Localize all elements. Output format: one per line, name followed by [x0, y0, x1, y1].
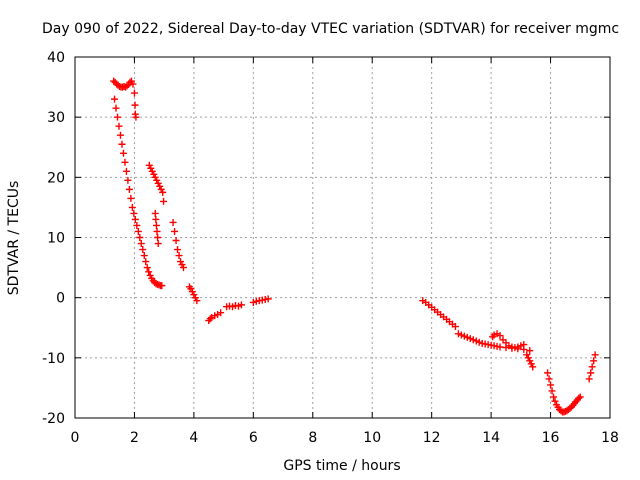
data-point: [154, 240, 162, 248]
data-point: [145, 268, 153, 276]
data-point: [217, 309, 225, 317]
y-tick-label: 40: [47, 50, 65, 66]
data-point: [576, 393, 584, 401]
data-point: [140, 252, 148, 260]
data-point: [171, 227, 179, 235]
data-point: [115, 122, 123, 130]
x-tick-label: 16: [542, 430, 560, 446]
y-axis-label: SDTVAR / TECUs: [6, 181, 22, 296]
y-tick-label: -20: [42, 411, 65, 427]
data-point: [137, 240, 145, 248]
data-point: [158, 282, 166, 290]
y-tick-label: -10: [42, 351, 65, 367]
data-point: [129, 80, 137, 88]
data-point: [124, 176, 132, 184]
data-point: [118, 140, 126, 148]
data-point: [508, 344, 516, 352]
data-point: [585, 375, 593, 383]
x-tick-label: 14: [482, 430, 500, 446]
data-point: [130, 89, 138, 97]
x-tick-label: 12: [423, 430, 441, 446]
data-point: [545, 375, 553, 383]
data-point: [529, 363, 537, 371]
data-point: [154, 234, 162, 241]
data-point: [142, 258, 150, 266]
data-point: [587, 369, 595, 377]
data-point: [153, 227, 161, 235]
tick-layer: [74, 56, 611, 419]
data-point: [127, 194, 135, 202]
data-point: [123, 82, 131, 90]
data-point: [544, 369, 552, 377]
data-point: [575, 394, 583, 402]
data-point: [451, 323, 459, 331]
data-point: [591, 351, 599, 359]
data-point: [264, 295, 272, 303]
y-tick-labels: -20 -10 0 10 20 30 40: [42, 50, 65, 427]
y-tick-label: 20: [47, 170, 65, 186]
data-point: [520, 345, 528, 353]
x-tick-label: 8: [308, 430, 317, 446]
data-point: [193, 297, 201, 305]
x-tick-label: 4: [189, 430, 198, 446]
data-point: [496, 332, 504, 340]
data-point: [588, 363, 596, 371]
x-tick-label: 2: [130, 430, 139, 446]
x-tick-label: 6: [249, 430, 258, 446]
data-point: [502, 344, 510, 352]
data-point: [160, 197, 168, 205]
data-point: [131, 215, 139, 223]
y-tick-label: 10: [47, 231, 65, 247]
data-point: [526, 347, 534, 355]
data-point: [496, 343, 504, 351]
data-point: [590, 357, 598, 365]
data-point: [172, 237, 180, 245]
grid-layer: [75, 57, 610, 418]
data-point: [548, 387, 556, 395]
data-point: [151, 209, 159, 217]
data-point: [143, 264, 151, 272]
data-point: [159, 188, 167, 196]
data-point: [112, 104, 120, 112]
data-point: [134, 227, 142, 235]
data-point: [174, 246, 182, 254]
data-point: [514, 345, 522, 353]
data-point: [114, 113, 122, 121]
data-point: [122, 167, 130, 175]
data-point: [132, 113, 140, 121]
x-tick-label: 0: [71, 430, 80, 446]
data-point: [131, 101, 139, 109]
data-point: [547, 381, 555, 389]
data-point: [111, 95, 119, 103]
data-point: [152, 221, 160, 229]
data-point: [169, 218, 177, 226]
data-point: [179, 264, 187, 272]
data-point: [152, 215, 160, 223]
data-point: [175, 252, 183, 260]
data-point: [121, 158, 129, 166]
x-axis-label: GPS time / hours: [283, 458, 400, 474]
data-point: [237, 301, 245, 309]
data-point: [128, 203, 136, 211]
data-point: [550, 393, 558, 401]
data-point: [133, 221, 141, 229]
data-point: [125, 185, 133, 193]
data-points-layer: [110, 77, 599, 416]
data-point: [139, 246, 147, 254]
data-point: [206, 315, 214, 323]
y-tick-label: 30: [47, 110, 65, 126]
data-point: [136, 234, 144, 241]
x-tick-labels: 0 2 4 6 8 10 12 14 16 18: [71, 430, 619, 446]
y-tick-label: 0: [56, 291, 65, 307]
data-point: [551, 397, 559, 405]
x-tick-label: 18: [601, 430, 619, 446]
data-point: [116, 131, 124, 139]
data-point: [130, 209, 138, 217]
chart-title: Day 090 of 2022, Sidereal Day-to-day VTE…: [42, 21, 619, 37]
data-point: [119, 149, 127, 157]
x-tick-label: 10: [363, 430, 381, 446]
